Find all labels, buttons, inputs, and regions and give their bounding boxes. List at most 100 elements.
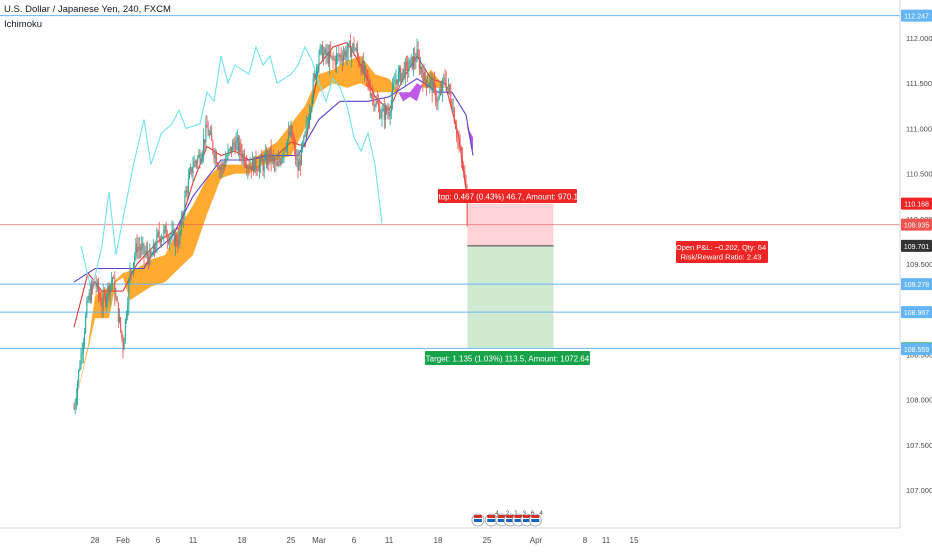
candle-body [324, 48, 326, 54]
candle-body [289, 131, 291, 136]
candle-body [203, 139, 204, 154]
candle-body [387, 112, 389, 114]
candle-body [135, 243, 137, 256]
candle-body [240, 142, 242, 153]
target-label: Target: 1.135 (1.03%) 113.5, Amount: 107… [426, 355, 590, 364]
candle-body [121, 330, 123, 339]
candle-body [347, 43, 349, 53]
candle-body [460, 147, 462, 158]
candle-body [172, 230, 174, 232]
candle-body [352, 43, 354, 50]
candle-body [124, 319, 126, 340]
candle-body [315, 74, 316, 79]
candle-body [374, 105, 376, 107]
candle-body [186, 189, 188, 193]
candle-body [362, 60, 364, 72]
candle-body [312, 78, 314, 99]
event-count-label: 4 [495, 510, 499, 517]
candle-body [372, 94, 374, 96]
flag-stripe [522, 519, 531, 522]
candle-body [130, 269, 132, 271]
candle-body [187, 178, 189, 193]
candle-body [438, 94, 440, 100]
candle-body [106, 297, 108, 304]
candle-body [274, 158, 276, 164]
candle-body [341, 58, 343, 62]
candle-body [445, 80, 447, 89]
candle-body [201, 153, 203, 160]
candle-body [182, 217, 183, 220]
candle-body [424, 72, 426, 80]
candle-body [116, 297, 118, 303]
candle-body [252, 158, 253, 171]
candle-body [196, 162, 197, 164]
candle-body [81, 352, 83, 354]
candle-body [455, 122, 456, 129]
price-label: 108.559 [904, 347, 929, 354]
candle-body [245, 163, 246, 166]
flag-stripe [506, 519, 515, 522]
candle-body [270, 148, 272, 161]
candle-body [214, 153, 216, 159]
candle-body [89, 292, 91, 301]
candle-body [339, 54, 341, 57]
candle-body [463, 167, 465, 171]
candle-body [128, 281, 130, 306]
candle-body [171, 230, 173, 237]
candle-body [459, 145, 461, 148]
candle-body [226, 157, 228, 161]
candle-body [413, 56, 414, 69]
candle-body [221, 164, 223, 170]
candle-body [422, 73, 424, 83]
candle-body [271, 155, 273, 161]
x-tick-label: 18 [434, 536, 443, 545]
candle-body [317, 66, 319, 68]
target-label-bg [424, 351, 590, 365]
candle-body [296, 158, 298, 160]
candle-body [144, 252, 146, 254]
candles [73, 33, 468, 415]
candle-body [243, 153, 245, 164]
candle-body [155, 248, 157, 250]
candle-body [193, 161, 195, 168]
price-label-bg [901, 306, 932, 319]
candle-body [143, 243, 145, 254]
line-chikou-span [80, 45, 383, 292]
candle-body [389, 112, 391, 117]
candle-body [200, 159, 202, 164]
candle-body [367, 77, 369, 81]
candle-body [355, 48, 357, 51]
candle-body [102, 294, 104, 309]
candle-body [311, 98, 313, 108]
candle-body [175, 235, 176, 246]
candle-body [369, 88, 371, 96]
candle-body [462, 157, 463, 168]
candle-body [357, 48, 358, 56]
flag-stripe [531, 515, 540, 518]
candle-body [345, 51, 347, 58]
candle-body [425, 79, 427, 87]
candle-body [178, 236, 180, 247]
candle-body [392, 87, 393, 101]
candle-body [166, 237, 168, 240]
candle-body [255, 156, 257, 170]
candle-body [305, 124, 307, 133]
candle-body [267, 153, 269, 166]
indicator-legend[interactable]: Ichimoku [4, 19, 43, 30]
candle-body [409, 59, 411, 68]
candle-body [145, 250, 147, 253]
candle-body [173, 230, 175, 246]
candle-body [395, 79, 397, 84]
candle-body [77, 382, 78, 398]
candle-body [449, 84, 451, 93]
candle-body [421, 66, 423, 74]
candle-body [448, 84, 449, 87]
candle-body [260, 157, 262, 164]
candle-body [220, 167, 222, 170]
candle-body [101, 305, 103, 309]
candle-body [263, 158, 265, 171]
candle-body [249, 166, 251, 169]
candle-body [168, 239, 169, 243]
